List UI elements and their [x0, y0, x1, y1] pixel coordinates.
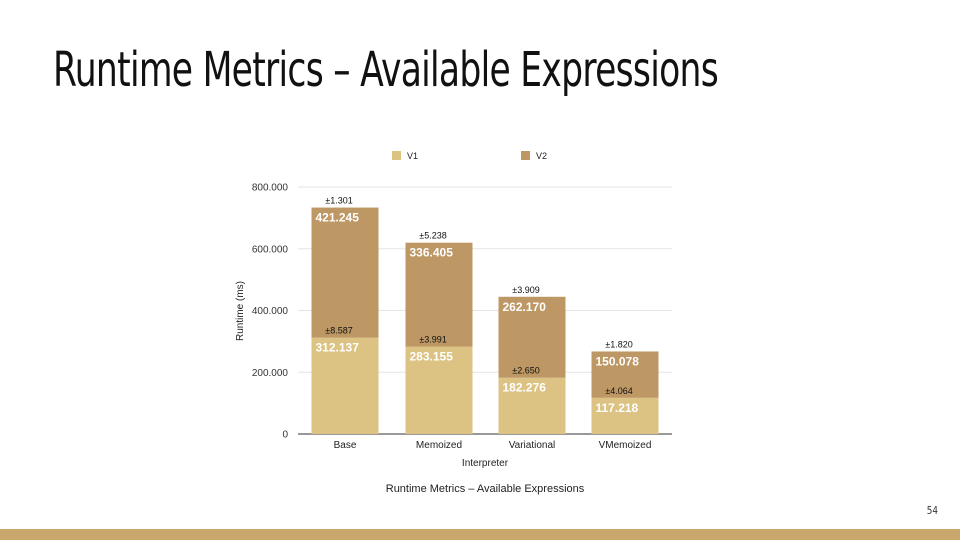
error-label-v2: ±5.238 — [419, 231, 446, 241]
y-tick-label: 800.000 — [252, 183, 289, 194]
y-tick-label: 0 — [282, 430, 288, 441]
bar-v2-base — [311, 207, 379, 338]
data-label-v1: 283.155 — [410, 350, 454, 364]
bar-v1-variational — [498, 377, 566, 434]
bar-v2-variational — [498, 296, 566, 378]
y-axis-label: Runtime (ms) — [235, 281, 246, 341]
data-label-v2: 150.078 — [596, 354, 640, 368]
error-label-v1: ±4.064 — [605, 386, 632, 396]
x-axis-label: Interpreter — [462, 458, 509, 469]
y-tick-label: 200.000 — [252, 368, 289, 379]
data-label-v2: 421.245 — [316, 211, 360, 225]
footer-bar — [0, 529, 960, 540]
legend-swatch-v1 — [392, 151, 401, 160]
bar-v1-vmemoized — [591, 397, 659, 434]
legend-label-v1: V1 — [407, 151, 418, 161]
slide-number: 54 — [926, 504, 938, 517]
legend-label-v2: V2 — [536, 151, 547, 161]
error-label-v1: ±8.587 — [325, 326, 352, 336]
error-label-v2: ±1.301 — [325, 196, 352, 206]
data-label-v1: 312.137 — [316, 341, 360, 355]
bar-v2-vmemoized — [591, 351, 659, 398]
error-label-v1: ±3.991 — [419, 335, 446, 345]
slide-title: Runtime Metrics – Available Expressions — [53, 42, 719, 98]
bar-v1-memoized — [405, 346, 473, 434]
data-label-v1: 117.218 — [596, 401, 639, 415]
bar-v2-memoized — [405, 242, 473, 347]
x-tick-label: VMemoized — [599, 440, 652, 451]
y-tick-label: 400.000 — [252, 306, 289, 317]
x-tick-label: Base — [334, 440, 357, 451]
x-tick-label: Variational — [509, 440, 556, 451]
error-label-v1: ±2.650 — [512, 366, 539, 376]
legend-swatch-v2 — [521, 151, 530, 160]
bar-v1-base — [311, 337, 379, 434]
y-tick-label: 600.000 — [252, 244, 289, 255]
error-label-v2: ±3.909 — [512, 285, 539, 295]
data-label-v2: 262.170 — [503, 300, 547, 314]
chart-caption: Runtime Metrics – Available Expressions — [386, 483, 585, 495]
data-label-v2: 336.405 — [410, 246, 454, 260]
error-label-v2: ±1.820 — [605, 339, 632, 349]
x-tick-label: Memoized — [416, 440, 462, 451]
data-label-v1: 182.276 — [503, 381, 547, 395]
